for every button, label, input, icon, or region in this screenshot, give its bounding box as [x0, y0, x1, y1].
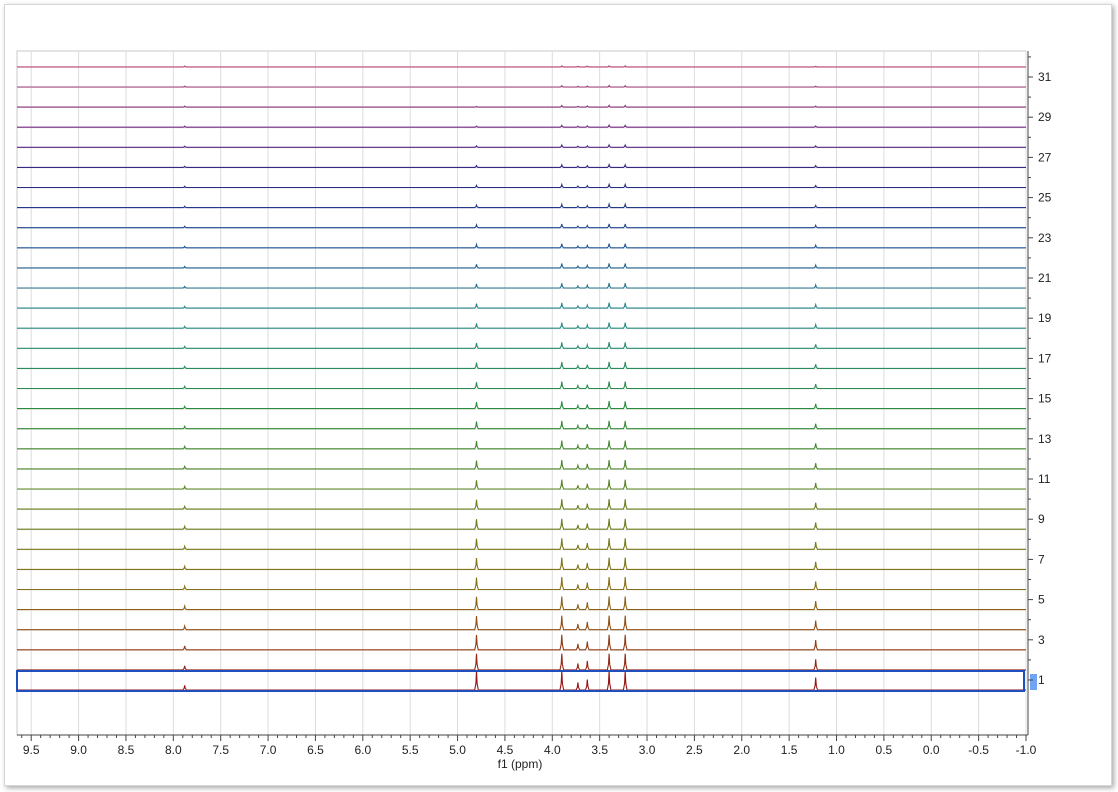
x-tick-label: 7.5	[212, 743, 229, 757]
spectrum-trace	[17, 634, 1026, 651]
spectrum-trace	[17, 420, 1026, 430]
spectra-traces	[17, 64, 1026, 691]
spectrum-window: 1 3 5 7 9 11 13 15 17 19 21 23 25 27 29 31 9.5 9.0 8.5 8.0…	[4, 4, 1112, 786]
spectrum-trace	[17, 201, 1026, 209]
x-tick-label: 6.0	[354, 743, 371, 757]
x-tick-label: -1.0	[1016, 743, 1037, 757]
selected-spectrum-highlight[interactable]	[16, 670, 1037, 692]
y-tick-label: 3	[1038, 633, 1045, 647]
x-tick-label: 8.5	[118, 743, 135, 757]
y-tick-label: 1	[1038, 673, 1045, 687]
y-tick-label: 13	[1038, 432, 1052, 446]
spectrum-trace	[17, 182, 1026, 189]
y-tick-label: 27	[1038, 150, 1052, 164]
y-tick-label: 19	[1038, 311, 1052, 325]
x-axis: 9.5 9.0 8.5 8.0 7.5 7.0 6.5 6.0 5.5 5.0 4.5 4.0 3.5 3…	[17, 734, 1037, 757]
spectrum-trace	[17, 615, 1026, 631]
x-axis-label: f1 (ppm)	[498, 757, 543, 771]
y-tick-label: 11	[1038, 472, 1051, 486]
spectrum-trace	[17, 557, 1026, 570]
spectrum-trace	[17, 479, 1026, 490]
spectrum-trace	[17, 302, 1026, 309]
y-tick-label: 29	[1038, 110, 1052, 124]
y-tick-label: 21	[1038, 271, 1052, 285]
y-tick-label: 23	[1038, 231, 1052, 245]
x-tick-label: 0.0	[923, 743, 940, 757]
grid-lines	[16, 50, 1027, 736]
spectrum-trace	[17, 518, 1026, 530]
y-tick-label: 31	[1038, 70, 1052, 84]
spectrum-trace	[17, 282, 1026, 289]
plot-area-border	[16, 50, 1027, 736]
x-tick-label: 2.0	[733, 743, 750, 757]
selection-marker	[1030, 674, 1037, 690]
spectrum-trace	[17, 222, 1026, 229]
spectrum-trace	[17, 538, 1026, 550]
x-tick-label: 2.5	[686, 743, 703, 757]
spectrum-trace	[17, 242, 1026, 249]
x-tick-label: 3.5	[591, 743, 608, 757]
spectrum-trace	[17, 499, 1026, 510]
y-tick-label: 15	[1038, 392, 1052, 406]
spectrum-trace	[17, 381, 1026, 390]
x-tick-label: 4.0	[544, 743, 561, 757]
x-tick-label: 9.5	[23, 743, 40, 757]
y-tick-label: 7	[1038, 552, 1045, 566]
y-tick-label: 17	[1038, 351, 1052, 365]
x-tick-label: 6.5	[307, 743, 324, 757]
spectrum-trace	[17, 64, 1026, 68]
selection-box	[16, 670, 1025, 692]
x-tick-label: 9.0	[70, 743, 87, 757]
x-tick-label: 5.5	[402, 743, 419, 757]
spectrum-trace	[17, 670, 1026, 691]
x-tick-label: 3.0	[639, 743, 656, 757]
spectrum-trace	[17, 361, 1026, 369]
x-tick-label: 7.0	[260, 743, 277, 757]
spectrum-trace	[17, 322, 1026, 329]
x-tick-label: 4.5	[497, 743, 514, 757]
y-tick-label: 5	[1038, 593, 1045, 607]
spectrum-trace	[17, 143, 1026, 148]
x-tick-label: 0.5	[876, 743, 893, 757]
spectrum-trace	[17, 84, 1026, 88]
x-tick-label: 8.0	[165, 743, 182, 757]
y-tick-label: 25	[1038, 191, 1052, 205]
spectrum-trace	[17, 342, 1026, 349]
x-tick-label: 1.0	[828, 743, 845, 757]
x-tick-label: 5.0	[449, 743, 466, 757]
spectrum-trace	[17, 576, 1026, 591]
x-tick-label: -0.5	[968, 743, 989, 757]
spectrum-trace	[17, 596, 1026, 611]
x-tick-label: 1.5	[781, 743, 798, 757]
y-tick-label: 9	[1038, 512, 1045, 526]
spectrum-trace	[17, 440, 1026, 450]
spectrum-trace	[17, 263, 1026, 269]
spectrum-trace	[17, 104, 1026, 108]
spectrum-trace	[17, 401, 1026, 410]
spectrum-trace	[17, 123, 1026, 128]
spectrum-trace	[17, 459, 1026, 470]
spectrum-trace	[17, 653, 1026, 671]
spectrum-trace	[17, 162, 1026, 168]
